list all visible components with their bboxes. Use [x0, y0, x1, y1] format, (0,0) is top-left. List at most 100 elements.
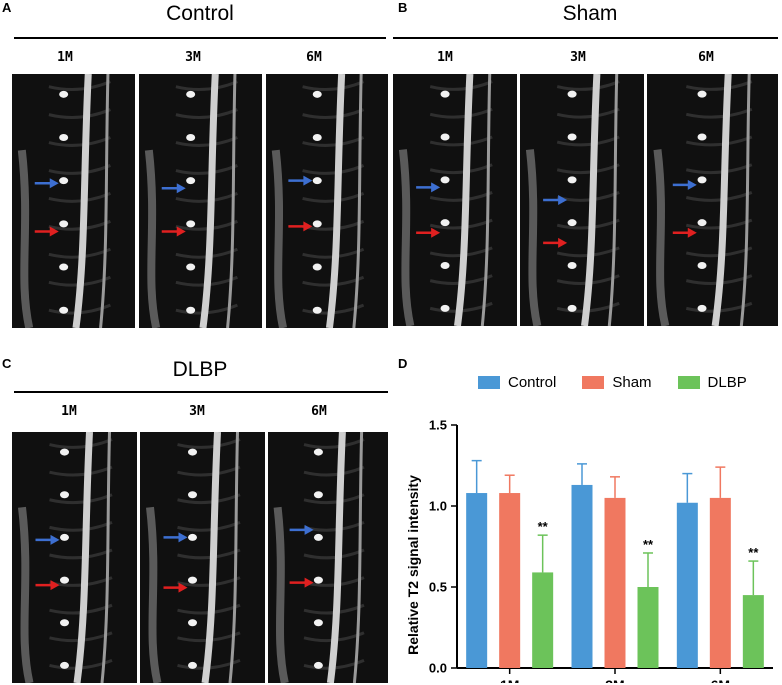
- mri-texture: [175, 80, 238, 92]
- panel-c-tp-3: 6M: [311, 404, 327, 419]
- mri-spine-image: [12, 432, 137, 683]
- mri-spinal-canal: [326, 432, 346, 683]
- intervertebral-disc: [312, 220, 322, 228]
- mri-spinal-canal: [581, 74, 601, 326]
- bar-dlbp-1m: [532, 572, 554, 668]
- intervertebral-disc: [186, 90, 196, 98]
- mri-dura: [607, 74, 619, 326]
- mri-texture: [429, 163, 493, 175]
- intervertebral-disc: [186, 306, 196, 314]
- intervertebral-disc: [60, 448, 69, 456]
- legend-label-sham: Sham: [612, 374, 652, 391]
- mri-texture: [177, 520, 241, 532]
- red-arrow-head: [49, 226, 59, 237]
- mri-spinal-canal: [72, 74, 92, 328]
- legend-item-dlbp: DLBP: [677, 374, 747, 391]
- mri-soft-tissue: [17, 149, 34, 328]
- bar-sham-1m: [499, 493, 521, 668]
- intervertebral-disc: [186, 134, 196, 141]
- mri-spine-image: [140, 432, 265, 683]
- mri-texture: [556, 107, 620, 119]
- panel-c-letter: C: [2, 356, 12, 371]
- mri-texture: [429, 80, 493, 91]
- mri-texture: [177, 493, 241, 505]
- intervertebral-disc: [313, 619, 323, 627]
- mri-image: [12, 74, 135, 328]
- mri-texture: [303, 493, 365, 505]
- panel-a-tp-2: 3M: [185, 50, 201, 65]
- panel-a-tp-1: 1M: [57, 50, 73, 65]
- intervertebral-disc: [188, 661, 197, 669]
- intervertebral-disc: [188, 448, 197, 456]
- mri-soft-tissue: [653, 149, 670, 326]
- intervertebral-disc: [60, 533, 69, 541]
- intervertebral-disc: [186, 177, 196, 185]
- mri-texture: [177, 438, 241, 449]
- red-arrow-head: [304, 577, 314, 588]
- panel-b-title: Sham: [562, 2, 618, 25]
- mri-dura: [352, 74, 363, 328]
- mri-texture: [49, 520, 113, 532]
- blue-arrow-head: [50, 534, 60, 545]
- mri-texture: [685, 135, 753, 147]
- bar-control-1m: [466, 493, 488, 668]
- panel-a-letter: A: [2, 0, 12, 15]
- red-arrow-head: [431, 227, 441, 238]
- bar-dlbp-6m: [742, 595, 764, 668]
- chart-legend: Control Sham DLBP: [478, 374, 747, 391]
- intervertebral-disc: [59, 134, 69, 141]
- mri-image: [268, 432, 388, 683]
- intervertebral-disc: [188, 533, 197, 541]
- mri-dura: [739, 74, 751, 326]
- x-tick-label: 1M: [500, 677, 519, 683]
- mri-texture: [685, 107, 753, 119]
- mri-spinal-canal: [325, 74, 346, 328]
- mri-spine-image: [393, 74, 517, 326]
- red-arrow-head: [178, 582, 188, 593]
- mri-texture: [177, 465, 241, 477]
- intervertebral-disc: [697, 176, 707, 184]
- significance-marker: **: [643, 537, 654, 552]
- intervertebral-disc: [697, 262, 707, 270]
- mri-dura: [228, 432, 239, 683]
- mri-dura: [226, 74, 237, 328]
- mri-texture: [429, 107, 493, 119]
- intervertebral-disc: [312, 306, 322, 314]
- mri-texture: [177, 548, 241, 560]
- significance-marker: **: [748, 545, 759, 560]
- mri-soft-tissue: [144, 149, 161, 328]
- red-arrow-head: [558, 237, 568, 248]
- intervertebral-disc: [313, 448, 323, 456]
- bar-sham-3m: [604, 497, 626, 668]
- intervertebral-disc: [697, 133, 707, 141]
- panel-b-letter: B: [398, 0, 408, 15]
- mri-dura: [480, 74, 492, 326]
- mri-spinal-canal: [199, 74, 219, 328]
- panel-b-tp-1: 1M: [437, 50, 453, 65]
- intervertebral-disc: [440, 90, 450, 98]
- mri-texture: [48, 80, 111, 92]
- panel-a-title: Control: [166, 2, 234, 25]
- blue-arrow-head: [176, 183, 186, 194]
- panel-a-rule: [14, 37, 386, 39]
- mri-texture: [429, 191, 493, 202]
- x-tick-label: 3M: [605, 677, 624, 683]
- blue-arrow-head: [49, 178, 59, 189]
- y-tick-label: 1.5: [429, 418, 447, 433]
- mri-soft-tissue: [398, 149, 415, 326]
- mri-soft-tissue: [525, 149, 542, 326]
- mri-texture: [685, 163, 753, 175]
- intervertebral-disc: [440, 262, 450, 270]
- intervertebral-disc: [188, 491, 197, 499]
- bar-dlbp-3m: [637, 587, 659, 668]
- mri-texture: [302, 136, 365, 147]
- mri-spinal-canal: [711, 74, 732, 326]
- intervertebral-disc: [567, 304, 577, 312]
- panel-c-tp-2: 3M: [189, 404, 205, 419]
- legend-swatch-control: [478, 376, 500, 389]
- panel-b-tp-2: 3M: [570, 50, 586, 65]
- mri-texture: [175, 136, 238, 147]
- intervertebral-disc: [186, 220, 196, 228]
- legend-label-dlbp: DLBP: [707, 374, 747, 391]
